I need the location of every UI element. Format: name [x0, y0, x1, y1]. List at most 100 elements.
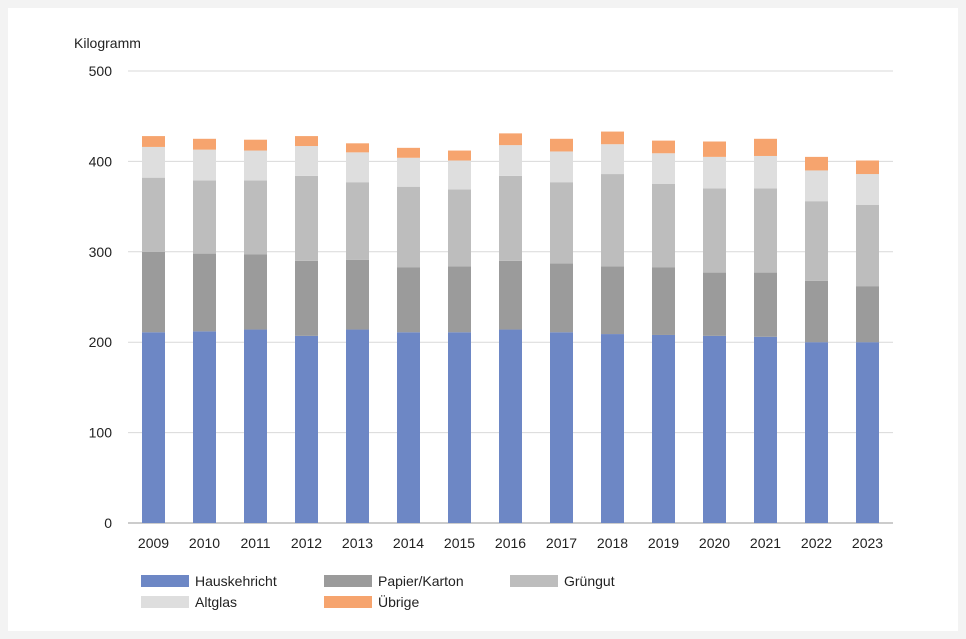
x-tick-label: 2013: [342, 535, 373, 551]
bar-segment: [652, 267, 675, 335]
bar-segment: [856, 204, 879, 287]
bar-segment: [601, 174, 624, 267]
bar-segment: [499, 145, 522, 176]
bar-segment: [703, 272, 726, 336]
x-tick-label: 2015: [444, 535, 475, 551]
bar-segment: [856, 174, 879, 205]
bar-segment: [856, 342, 879, 523]
bar-segment: [448, 266, 471, 333]
x-tick-label: 2010: [189, 535, 220, 551]
bar-segment: [346, 259, 369, 330]
bar-segment: [652, 140, 675, 154]
x-tick-label: 2014: [393, 535, 424, 551]
bar-segment: [550, 332, 573, 523]
x-tick-label: 2021: [750, 535, 781, 551]
bar-segment: [652, 184, 675, 268]
bar-segment: [397, 147, 420, 158]
bar-segment: [652, 334, 675, 523]
bar-segment: [193, 149, 216, 181]
x-tick-label: 2023: [852, 535, 883, 551]
bar-segment: [448, 189, 471, 267]
bar-segment: [856, 160, 879, 175]
bar-segment: [295, 136, 318, 147]
bar-segment: [703, 141, 726, 157]
bar-segment: [499, 260, 522, 330]
bar-segment: [550, 138, 573, 152]
bar-segment: [193, 331, 216, 523]
bar-segment: [193, 138, 216, 150]
bar-segment: [703, 335, 726, 523]
bar-segment: [550, 151, 573, 183]
y-tick-label: 300: [89, 244, 113, 260]
bar-segment: [754, 138, 777, 156]
bar-segment: [295, 260, 318, 336]
bar-segment: [193, 180, 216, 254]
bar-segment: [397, 267, 420, 333]
stacked-bar-chart: Kilogramm 0 100 200 300 400 500 2009 2010 2011 20…: [74, 35, 893, 551]
bar-segment: [805, 280, 828, 343]
x-tick-label: 2011: [240, 535, 270, 551]
bar-segment: [295, 335, 318, 523]
x-tick-label: 2019: [648, 535, 679, 551]
bar-segment: [754, 155, 777, 189]
bar-segment: [346, 329, 369, 523]
y-tick-label: 0: [104, 515, 112, 531]
bar-segment: [397, 186, 420, 268]
bar-segment: [142, 332, 165, 523]
x-tick-label: 2017: [546, 535, 577, 551]
axes: Kilogramm 0 100 200 300 400 500 2009 2010 2011 20…: [74, 35, 883, 551]
x-tick-label: 2012: [291, 535, 322, 551]
bars: [142, 131, 879, 523]
x-tick-label: 2020: [699, 535, 730, 551]
bar-segment: [856, 286, 879, 343]
x-tick-label: 2009: [138, 535, 169, 551]
bar-segment: [448, 160, 471, 190]
bar-segment: [346, 182, 369, 260]
bar-segment: [805, 170, 828, 202]
bar-segment: [601, 144, 624, 175]
bar-segment: [397, 157, 420, 187]
bar-segment: [142, 146, 165, 178]
y-tick-label: 200: [89, 334, 113, 350]
bar-segment: [397, 332, 420, 523]
bar-segment: [703, 156, 726, 189]
bar-segment: [448, 332, 471, 523]
bar-segment: [142, 177, 165, 252]
bar-segment: [295, 175, 318, 261]
bar-segment: [244, 254, 267, 330]
chart-panel: Kilogramm 0 100 200 300 400 500 2009 2010 2011 20…: [8, 8, 958, 631]
x-tick-label: 2018: [597, 535, 628, 551]
bar-segment: [244, 329, 267, 523]
bar-segment: [499, 329, 522, 523]
bar-segment: [550, 182, 573, 264]
bar-segment: [244, 139, 267, 151]
y-tick-label: 400: [89, 153, 113, 169]
bar-segment: [601, 266, 624, 335]
bar-segment: [550, 263, 573, 333]
bar-segment: [805, 201, 828, 281]
bar-segment: [448, 150, 471, 161]
x-tick-label: 2016: [495, 535, 526, 551]
bar-segment: [244, 150, 267, 181]
bar-segment: [244, 180, 267, 255]
bar-segment: [142, 251, 165, 333]
bar-segment: [652, 153, 675, 184]
x-tick-label: 2022: [801, 535, 832, 551]
bar-segment: [499, 175, 522, 261]
bar-segment: [346, 143, 369, 153]
bar-segment: [142, 136, 165, 147]
y-tick-label: 500: [89, 63, 113, 79]
bar-segment: [703, 188, 726, 273]
bar-segment: [754, 336, 777, 523]
bar-segment: [295, 146, 318, 176]
bar-segment: [499, 133, 522, 146]
bar-segment: [601, 131, 624, 145]
y-axis-title: Kilogramm: [74, 35, 141, 51]
bar-segment: [193, 253, 216, 332]
bar-segment: [601, 334, 624, 523]
bar-segment: [805, 342, 828, 523]
bar-segment: [346, 152, 369, 183]
y-tick-label: 100: [89, 425, 113, 441]
bar-segment: [754, 272, 777, 337]
bar-segment: [805, 156, 828, 171]
